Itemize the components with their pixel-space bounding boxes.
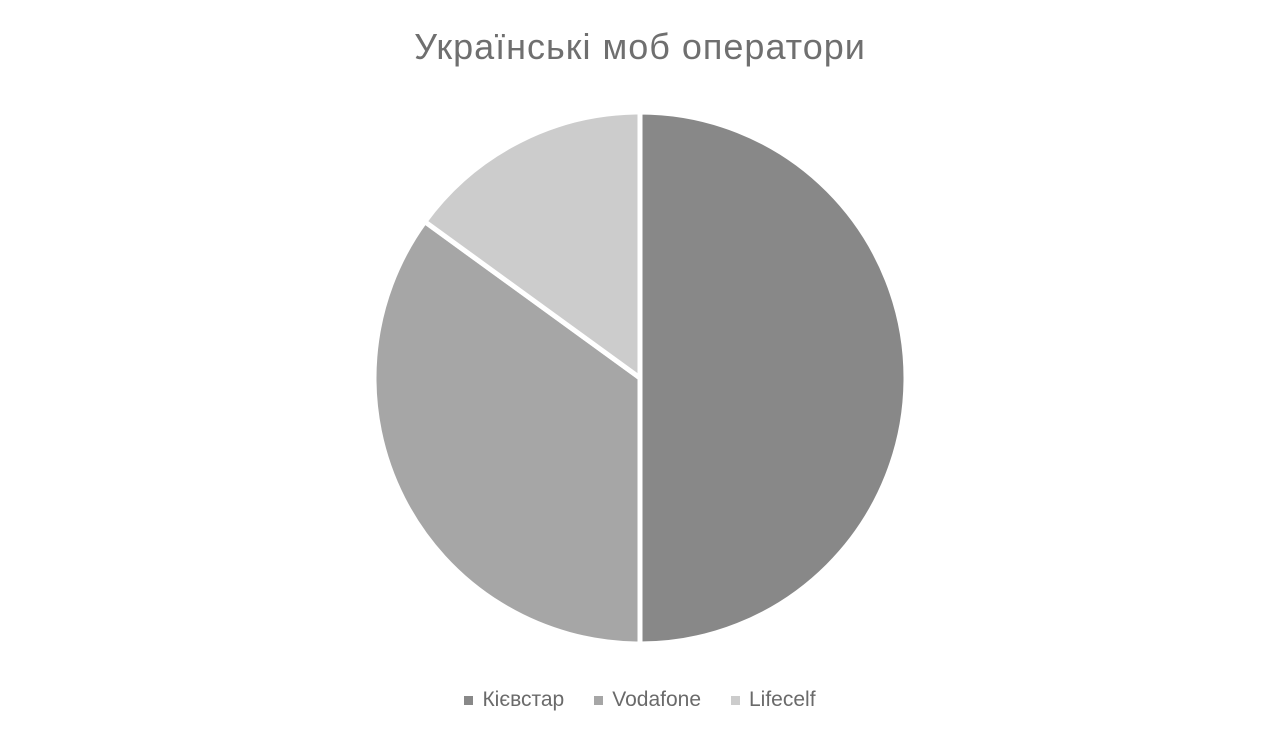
legend: Кієвстар Vodafone Lifecelf — [0, 688, 1280, 712]
legend-item-lifecell: Lifecelf — [731, 688, 816, 712]
legend-item-vodafone: Vodafone — [594, 688, 701, 712]
legend-swatch-kyivstar — [464, 695, 474, 705]
legend-label-kyivstar: Кієвстар — [482, 688, 565, 711]
chart-title: Українські моб оператори — [414, 26, 866, 67]
legend-item-kyivstar: Кієвстар — [464, 688, 564, 712]
legend-label-vodafone: Vodafone — [612, 688, 701, 711]
legend-swatch-lifecell — [731, 695, 740, 705]
legend-swatch-vodafone — [594, 695, 604, 705]
pie-slice-kyivstar — [637, 109, 909, 647]
pie-slices — [371, 109, 909, 647]
pie-slice-vodafone — [371, 219, 643, 647]
legend-label-lifecell: Lifecelf — [749, 688, 816, 711]
pie-slice-lifecell — [422, 109, 643, 381]
